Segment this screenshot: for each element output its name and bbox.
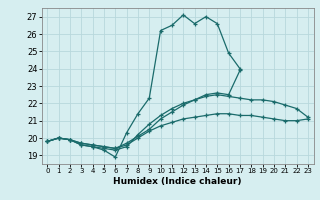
X-axis label: Humidex (Indice chaleur): Humidex (Indice chaleur) [113,177,242,186]
